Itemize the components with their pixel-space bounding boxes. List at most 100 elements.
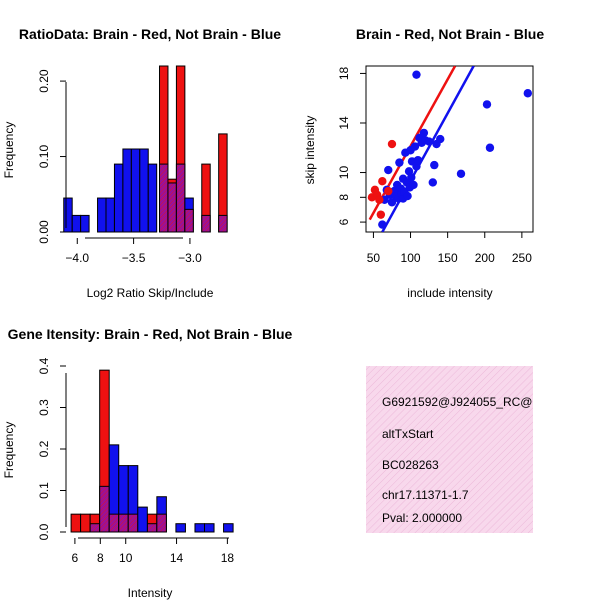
y-tick-label: 0.1: [37, 482, 51, 499]
scatter-point-brain: [375, 195, 384, 204]
intensity-histogram-bars: [70, 369, 234, 533]
scatter-point-not-brain: [378, 220, 387, 229]
scatter-point-not-brain: [413, 155, 423, 165]
x-tick-label: 14: [170, 551, 184, 565]
y-tick-label: 6: [337, 218, 351, 225]
intensity-scatter-y-label: skip intensity: [303, 116, 317, 185]
ratio-histogram-panel: RatioData: Brain - Red, Not Brain - Blue…: [2, 26, 281, 300]
scatter-point-not-brain: [430, 160, 439, 170]
hist-bar-overlap: [159, 163, 169, 233]
scatter-point-not-brain: [409, 180, 418, 190]
intensity-scatter-plot-box: [365, 65, 534, 233]
intensity-histogram-panel: Gene Itensity: Brain - Red, Not Brain - …: [2, 326, 293, 600]
hist-bar-not-brain: [130, 148, 141, 233]
scatter-point-brain: [378, 177, 387, 186]
ratio-histogram-bars: [63, 65, 228, 233]
hist-bar-overlap: [118, 513, 129, 533]
x-tick-label: −4.0: [65, 251, 89, 265]
y-tick-label: 0.4: [37, 357, 51, 374]
intensity-scatter-x-ticks: 50 100 150 200 250: [367, 232, 532, 265]
intensity-scatter-title: Brain - Red, Not Brain - Blue: [356, 26, 544, 42]
scatter-point-not-brain: [410, 142, 420, 151]
scatter-point-not-brain: [456, 169, 466, 178]
scatter-point-not-brain: [485, 143, 495, 152]
hist-bar-overlap: [156, 513, 167, 533]
x-tick-label: 50: [367, 251, 381, 265]
info-accession: BC028263: [382, 458, 439, 472]
scatter-point-not-brain: [482, 100, 492, 109]
ratio-histogram-y-ticks: 0.00 0.10 0.20: [37, 69, 66, 244]
hist-bar-overlap: [201, 214, 211, 233]
hist-bar-brain: [80, 513, 91, 533]
scatter-point-brain: [387, 139, 397, 149]
intensity-histogram-x-ticks: 6 8 10 14 18: [72, 538, 235, 565]
scatter-point-not-brain: [428, 178, 437, 187]
fit-line-not-brain: [381, 66, 475, 232]
hist-bar-overlap: [218, 214, 228, 233]
scatter-point-not-brain: [424, 137, 434, 146]
ratio-histogram-x-label: Log2 Ratio Skip/Include: [87, 286, 214, 300]
hist-bar-not-brain: [175, 523, 186, 533]
hist-bar-not-brain: [139, 148, 149, 233]
x-tick-label: 8: [97, 551, 104, 565]
y-tick-label: 0.2: [37, 440, 51, 457]
x-tick-label: −3.5: [122, 251, 146, 265]
y-tick-label: 14: [337, 116, 351, 130]
x-tick-label: 6: [72, 551, 79, 565]
hist-bar-not-brain: [71, 214, 82, 233]
intensity-scatter-y-ticks: 6 8 10 14 18: [337, 66, 366, 225]
x-tick-label: 200: [475, 251, 495, 265]
x-tick-label: 18: [221, 551, 235, 565]
scatter-point-not-brain: [403, 191, 412, 201]
scatter-point-not-brain: [384, 165, 393, 175]
x-tick-label: 10: [119, 551, 133, 565]
hist-bar-overlap: [175, 163, 186, 233]
scatter-point-brain: [376, 210, 386, 219]
intensity-scatter-points: [367, 70, 533, 229]
ratio-histogram-x-ticks: −4.0 −3.5 −3.0: [65, 238, 202, 265]
ratio-histogram-y-label: Frequency: [2, 122, 16, 179]
hist-bar-overlap: [99, 485, 110, 533]
intensity-histogram-x-label: Intensity: [128, 586, 173, 600]
hist-bar-not-brain: [113, 163, 124, 233]
hist-bar-not-brain: [97, 197, 107, 233]
hist-bar-overlap: [108, 513, 120, 533]
hist-bar-not-brain: [137, 506, 148, 533]
scatter-point-not-brain: [419, 128, 429, 138]
fit-line-brain: [368, 66, 457, 221]
intensity-scatter-panel: Brain - Red, Not Brain - Blue 50 100 150 20…: [303, 26, 544, 300]
scatter-point-not-brain: [436, 134, 445, 144]
hist-bar-overlap: [127, 513, 139, 533]
x-tick-label: 150: [438, 251, 458, 265]
info-event-type: altTxStart: [382, 427, 434, 441]
scatter-point-not-brain: [395, 158, 404, 167]
y-tick-label: 0.10: [37, 145, 51, 169]
scatter-point-not-brain: [523, 89, 533, 98]
y-tick-label: 10: [337, 166, 351, 180]
hist-bar-overlap: [146, 523, 158, 533]
intensity-histogram-y-ticks: 0.0 0.1 0.2 0.3 0.4: [37, 357, 66, 540]
hist-bar-overlap: [89, 523, 101, 533]
x-tick-label: 250: [512, 251, 532, 265]
y-tick-label: 18: [337, 66, 351, 80]
hist-bar-not-brain: [147, 163, 158, 233]
y-tick-label: 0.00: [37, 220, 51, 244]
hist-bar-overlap: [184, 208, 194, 233]
hist-bar-not-brain: [122, 148, 132, 233]
scatter-point-not-brain: [407, 173, 416, 182]
hist-bar-brain: [70, 513, 82, 533]
hist-bar-not-brain: [80, 214, 90, 233]
info-panel: G6921592@J924055_RC@ altTxStart BC028263…: [366, 366, 533, 533]
info-pval: Pval: 2.000000: [382, 511, 462, 525]
scatter-point-not-brain: [412, 70, 421, 79]
y-tick-label: 8: [337, 194, 351, 201]
intensity-histogram-title: Gene Itensity: Brain - Red, Not Brain - …: [8, 326, 293, 342]
hist-bar-not-brain: [194, 523, 206, 533]
x-tick-label: 100: [401, 251, 421, 265]
x-tick-label: −3.0: [178, 251, 202, 265]
y-tick-label: 0.0: [37, 523, 51, 540]
scatter-point-not-brain: [387, 198, 397, 207]
intensity-scatter-x-label: include intensity: [407, 286, 492, 300]
hist-bar-not-brain: [63, 197, 73, 233]
